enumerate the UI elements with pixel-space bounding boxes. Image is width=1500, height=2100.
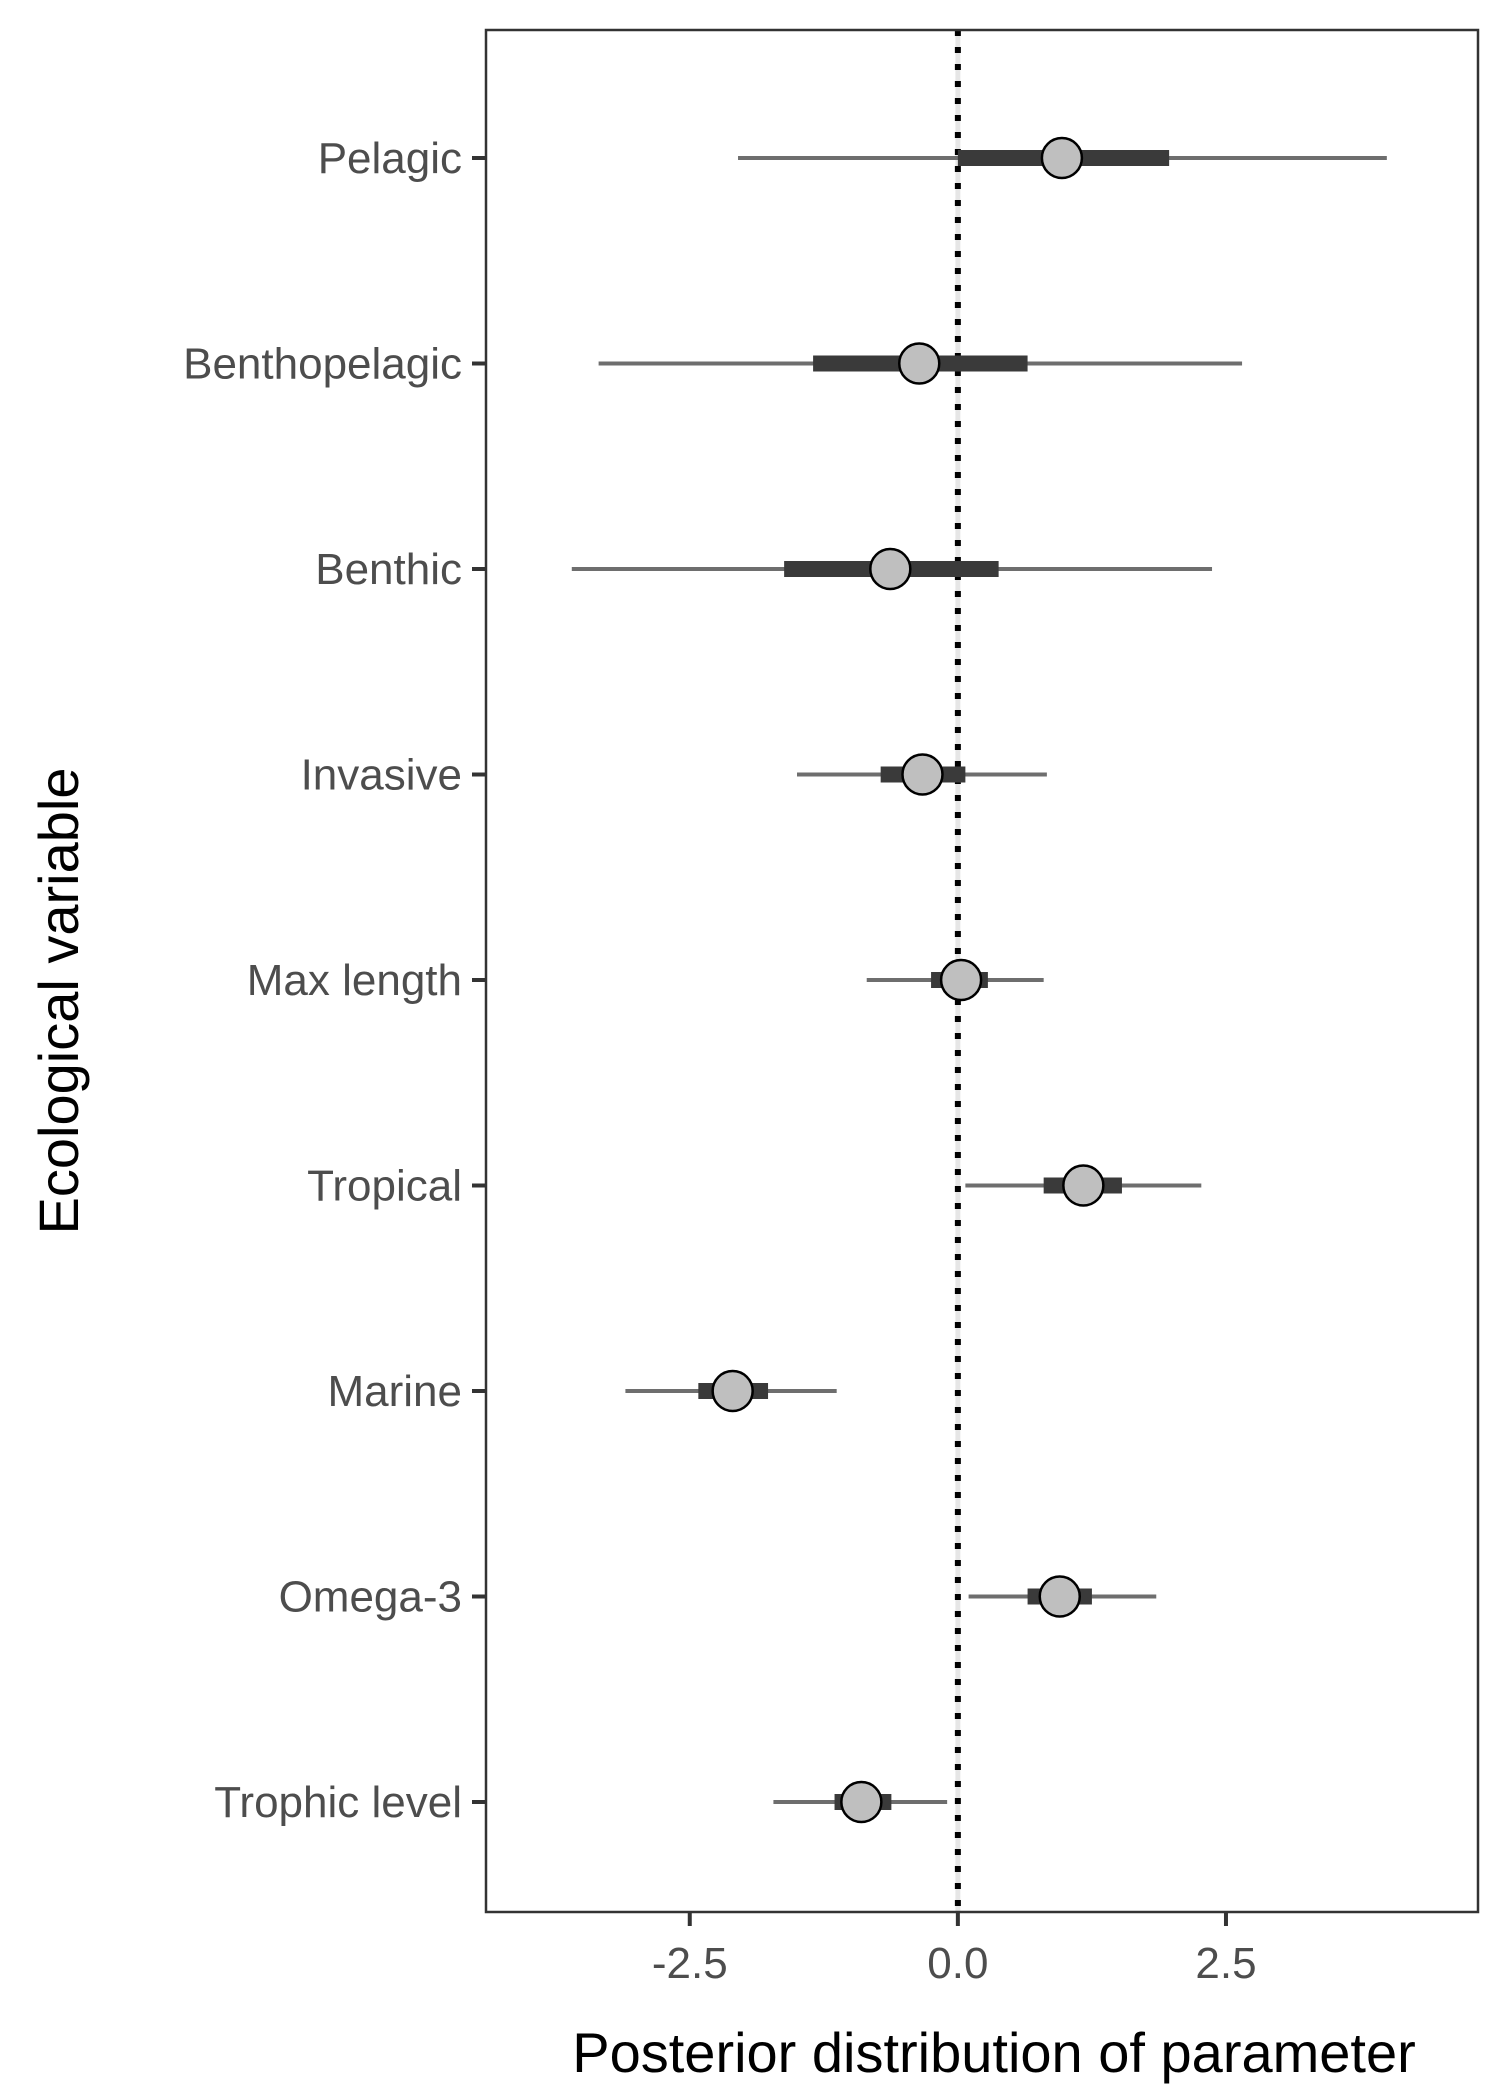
y-tick-label: Invasive	[301, 751, 462, 800]
median-point	[869, 547, 912, 591]
y-axis: Pelagic Benthopelagic Benthic Invasive Max l…	[183, 134, 486, 1827]
y-tick-label: Benthic	[315, 545, 462, 594]
x-tick-label: 0.0	[927, 1939, 988, 1988]
panel-border	[484, 28, 1480, 1914]
y-tick-label: Tropical	[307, 1162, 462, 1211]
x-tick-label: -2.5	[652, 1939, 728, 1988]
x-axis: -2.5 0.0 2.5	[652, 1912, 1257, 1988]
y-axis-title: Ecological variable	[27, 768, 90, 1235]
y-tick-label: Max length	[247, 956, 462, 1005]
median-point	[840, 1780, 883, 1824]
x-axis-title: Posterior distribution of parameter	[572, 2021, 1416, 2084]
y-tick-label: Omega-3	[279, 1573, 462, 1622]
median-point	[1040, 136, 1084, 180]
median-point	[901, 753, 944, 796]
y-tick-label: Marine	[328, 1367, 463, 1416]
y-tick-label: Pelagic	[318, 134, 462, 183]
x-tick-label: 2.5	[1195, 1939, 1256, 1988]
chart-marks	[571, 30, 1387, 1912]
median-point	[711, 1369, 754, 1413]
median-point	[1038, 1575, 1082, 1618]
median-point	[939, 958, 983, 1002]
median-point	[898, 342, 941, 385]
y-tick-label: Trophic level	[214, 1778, 462, 1827]
median-point	[1062, 1164, 1105, 1207]
y-tick-label: Benthopelagic	[183, 340, 462, 389]
